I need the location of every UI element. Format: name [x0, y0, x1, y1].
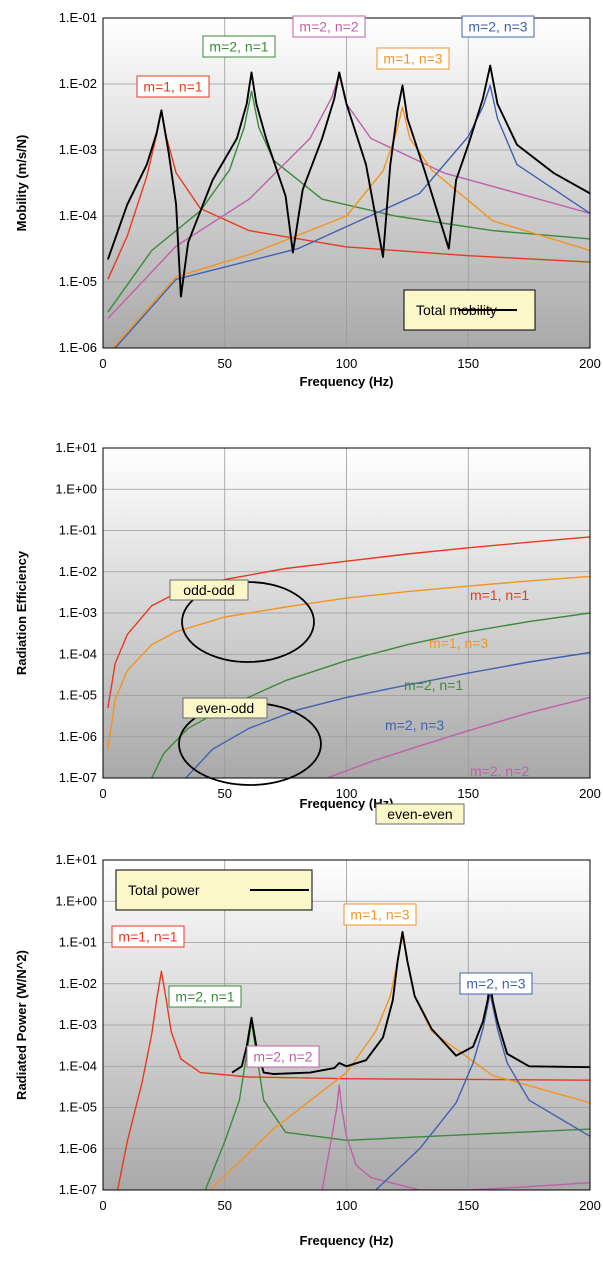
y-tick-label: 1.E-06 [59, 1141, 97, 1156]
x-tick-label: 150 [457, 1198, 479, 1213]
series-annotation: m=2, n=1 [404, 677, 463, 693]
series-annotation: m=2, n=2 [299, 19, 358, 35]
y-tick-label: 1.E-06 [59, 729, 97, 744]
y-tick-label: 1.E-01 [59, 935, 97, 950]
x-tick-label: 200 [579, 1198, 601, 1213]
x-tick-label: 150 [457, 786, 479, 801]
series-line [321, 1084, 590, 1190]
chart-3: 0 50 100 150 200 1.E-07 1.E-06 1.E-05 1.E-04 1.E-… [14, 852, 601, 1248]
annotation-box [202, 35, 276, 58]
series-line [107, 536, 590, 709]
y-tick-label: 1.E-03 [59, 605, 97, 620]
series-annotation: m=2, n=1 [209, 39, 268, 55]
series-line [107, 64, 590, 298]
annotation-box [246, 1045, 320, 1068]
y-tick-label: 1.E+00 [55, 893, 97, 908]
y-tick-label: 1.E-04 [59, 646, 97, 661]
y-tick-label: 1.E-02 [59, 76, 97, 91]
y-tick-label: 1.E+01 [55, 440, 97, 455]
series-line [107, 109, 590, 280]
y-axis-label: Radiation Efficiency [14, 550, 29, 675]
series-annotation: m=1, n=3 [350, 907, 409, 923]
y-tick-label: 1.E-07 [59, 1182, 97, 1197]
x-tick-label: 0 [99, 356, 106, 371]
annotation-box [459, 972, 533, 995]
legend-label: Total power [128, 882, 200, 898]
plot-frame [102, 447, 591, 779]
series-line [375, 992, 590, 1190]
series-annotation: m=1, n=3 [429, 635, 488, 651]
y-axis-label: Radiated Power (W/N^2) [14, 950, 29, 1100]
y-tick-label: 1.E-01 [59, 10, 97, 25]
y-tick-label: 1.E+01 [55, 852, 97, 867]
annotation-box [182, 697, 268, 719]
series-line [107, 90, 590, 313]
y-tick-label: 1.E-04 [59, 1058, 97, 1073]
annotation-box [376, 47, 450, 70]
series-annotation: m=2, n=3 [468, 19, 527, 35]
x-axis-label: Frequency (Hz) [300, 796, 394, 811]
annotation-box [461, 15, 535, 38]
x-tick-label: 100 [336, 786, 358, 801]
annotation-box [375, 803, 465, 825]
chart-1: 0 50 100 150 200 1.E-06 1.E-05 1.E-04 1.E-03 1.E-… [14, 10, 601, 389]
series-annotation: even-even [387, 806, 452, 822]
x-axis-label: Frequency (Hz) [300, 1233, 394, 1248]
series-annotation: m=1, n=3 [383, 51, 442, 67]
series-line [107, 73, 590, 319]
series-line [116, 970, 590, 1190]
y-tick-label: 1.E+00 [55, 481, 97, 496]
annotation-box [169, 579, 249, 601]
y-tick-label: 1.E-03 [59, 142, 97, 157]
annotation-box [111, 925, 185, 948]
series-annotation: m=2, n=3 [385, 717, 444, 733]
x-tick-label: 100 [336, 356, 358, 371]
series-annotation: m=2, n=3 [466, 976, 525, 992]
y-tick-label: 1.E-05 [59, 274, 97, 289]
y-tick-label: 1.E-03 [59, 1017, 97, 1032]
x-tick-label: 200 [579, 356, 601, 371]
x-tick-label: 0 [99, 1198, 106, 1213]
x-tick-label: 150 [457, 356, 479, 371]
series-annotation: even-odd [196, 700, 254, 716]
annotation-box [292, 15, 366, 38]
y-tick-label: 1.E-02 [59, 976, 97, 991]
x-tick-label: 0 [99, 786, 106, 801]
y-axis-label: Mobility (m/s/N) [14, 135, 29, 232]
x-tick-label: 200 [579, 786, 601, 801]
series-annotation: m=1, n=1 [143, 79, 202, 95]
series-line [107, 575, 590, 750]
plot-frame [102, 859, 591, 1191]
chart-2: 0 50 100 150 200 1.E-07 1.E-06 1.E-05 1.E-04 1.E-… [14, 440, 601, 825]
series-annotation: m=1, n=1 [470, 587, 529, 603]
y-tick-label: 1.E-06 [59, 340, 97, 355]
x-tick-label: 50 [218, 786, 232, 801]
series-line [151, 612, 590, 778]
y-tick-label: 1.E-05 [59, 688, 97, 703]
series-annotation: m=2, n=2 [470, 763, 529, 779]
annotation-box [343, 903, 417, 926]
annotation-box [168, 985, 242, 1008]
annotation-box [136, 75, 210, 98]
y-tick-label: 1.E-04 [59, 208, 97, 223]
series-line [112, 106, 590, 348]
y-tick-label: 1.E-02 [59, 564, 97, 579]
legend-label: Total mobility [416, 302, 497, 318]
series-annotation: m=1, n=1 [118, 929, 177, 945]
x-tick-label: 100 [336, 1198, 358, 1213]
series-annotation: m=2, n=2 [253, 1049, 312, 1065]
series-annotation: odd-odd [183, 582, 234, 598]
y-tick-label: 1.E-07 [59, 770, 97, 785]
y-tick-label: 1.E-01 [59, 523, 97, 538]
series-line [185, 651, 590, 778]
x-tick-label: 50 [218, 356, 232, 371]
series-line [326, 696, 590, 778]
y-tick-label: 1.E-05 [59, 1100, 97, 1115]
x-axis-label: Frequency (Hz) [300, 374, 394, 389]
series-annotation: m=2, n=1 [175, 989, 234, 1005]
x-tick-label: 50 [218, 1198, 232, 1213]
